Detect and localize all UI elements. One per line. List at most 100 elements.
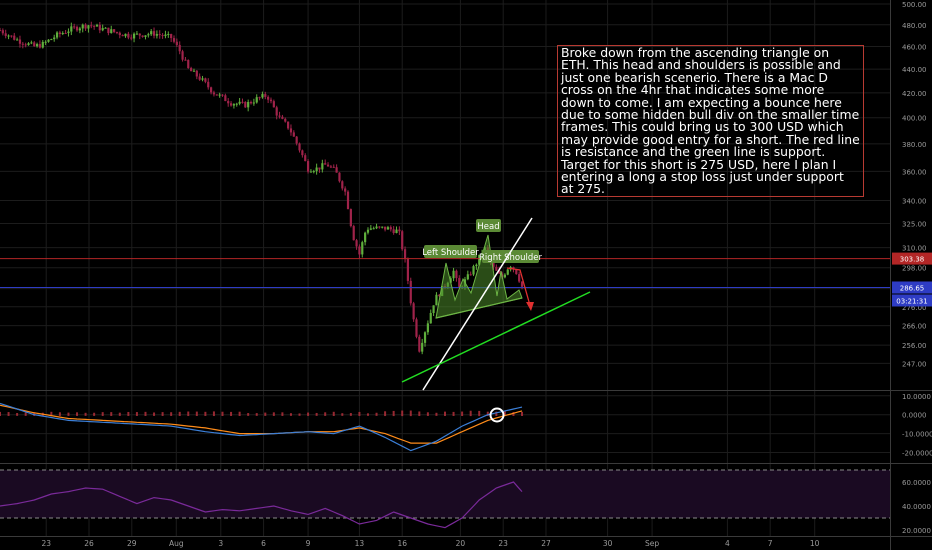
- head-label: Head: [477, 222, 499, 232]
- candle-body: [426, 323, 429, 333]
- candle-body: [30, 42, 33, 44]
- candle-body: [218, 94, 221, 96]
- candle-body: [435, 294, 438, 306]
- candle-body: [138, 33, 141, 36]
- macd-axis-tick-label: 0.0000: [902, 412, 927, 420]
- macd-histogram-bar: [127, 411, 130, 416]
- candle-body: [452, 270, 455, 279]
- candle-body: [421, 342, 424, 352]
- current-price-badge: 286.65: [900, 284, 925, 292]
- candle-body: [338, 172, 341, 182]
- candle-body: [406, 258, 410, 281]
- macd-histogram-bar: [144, 411, 147, 416]
- candle-body: [341, 181, 344, 189]
- candle-body: [144, 35, 147, 37]
- macd-histogram-bar: [392, 410, 395, 417]
- candle-body: [381, 226, 384, 228]
- price-axis-tick-label: 310.00: [902, 245, 927, 253]
- head-and-shoulders-pattern: [435, 234, 523, 319]
- candle-body: [401, 231, 404, 250]
- candle-body: [209, 87, 213, 93]
- candle-body: [1, 30, 4, 34]
- candle-body: [375, 226, 378, 229]
- macd-histogram-bar: [161, 412, 164, 416]
- macd-cross-marker: [489, 407, 505, 423]
- candle-body: [115, 31, 119, 33]
- candle-body: [18, 39, 22, 44]
- candle-body: [295, 136, 298, 144]
- price-axis-tick-label: 480.00: [902, 22, 927, 30]
- macd-histogram-bar: [289, 413, 292, 416]
- candle-body: [344, 188, 347, 192]
- price-axis-tick-label: 247.00: [902, 360, 927, 368]
- candle-body: [409, 280, 412, 304]
- macd-histogram-bar: [461, 411, 464, 417]
- rsi-axis-tick-label: 40.0000: [902, 503, 931, 511]
- price-axis-tick-label: 256.00: [902, 342, 927, 350]
- candle-body: [415, 319, 418, 337]
- macd-histogram-bar: [307, 412, 310, 416]
- macd-histogram-bar: [452, 411, 455, 416]
- macd-panel: [0, 402, 524, 452]
- candle-body: [298, 143, 301, 151]
- candle-body: [178, 44, 181, 52]
- candle-body: [318, 167, 321, 170]
- candle-body: [466, 274, 469, 280]
- candle-body: [232, 104, 236, 106]
- candle-body: [346, 191, 350, 210]
- macd-histogram-bar: [469, 410, 472, 417]
- candle-body: [321, 163, 324, 170]
- candle-body: [272, 101, 275, 108]
- drawings-overlay: Left Shoulder Head Right Shoulder: [401, 217, 591, 423]
- candle-body: [212, 92, 216, 95]
- price-axis-tick-label: 276.00: [902, 304, 927, 312]
- macd-histogram-bar: [93, 412, 96, 416]
- macd-histogram-bar: [0, 411, 1, 416]
- candle-body: [101, 28, 104, 31]
- current-price-badge-bg: [892, 281, 932, 294]
- price-axis-tick-label: 440.00: [902, 66, 927, 74]
- macd-histogram-bar: [212, 411, 215, 417]
- macd-histogram-bar: [486, 411, 489, 417]
- candle-body: [95, 24, 99, 27]
- candle-body: [73, 26, 76, 28]
- candle-body: [84, 24, 87, 29]
- rsi-axis-tick-label: 60.0000: [902, 479, 931, 487]
- candle-body: [190, 68, 193, 72]
- time-axis-tick-label: 6: [261, 539, 266, 548]
- price-axis-tick-label: 400.00: [902, 115, 927, 123]
- candle-body: [364, 232, 367, 243]
- candle-body: [170, 33, 173, 39]
- macd-histogram-bar: [324, 412, 327, 416]
- candle-body: [0, 30, 2, 32]
- candle-body: [16, 39, 19, 41]
- price-axis-tick-label: 380.00: [902, 141, 927, 149]
- macd-histogram-bar: [341, 413, 344, 416]
- candle-body: [287, 121, 290, 129]
- candle-body: [4, 33, 7, 36]
- price-axis-tick-label: 298.00: [902, 265, 927, 273]
- macd-histogram-bar: [435, 412, 438, 416]
- candle-body: [429, 312, 432, 324]
- candle-body: [150, 31, 153, 35]
- candle-body: [520, 281, 524, 287]
- macd-histogram-bar: [375, 412, 378, 416]
- macd-histogram-bar: [264, 412, 267, 416]
- right-shoulder-label-bg: [482, 250, 539, 263]
- price-axis-tick-label: 325.00: [902, 221, 927, 229]
- macd-histogram-bar: [7, 412, 10, 416]
- macd-histogram-bar: [118, 412, 121, 416]
- candle-body: [152, 31, 156, 36]
- candle-body: [247, 101, 250, 108]
- candle-body: [172, 38, 176, 42]
- head-label-bg: [476, 219, 501, 232]
- candle-body: [478, 254, 481, 265]
- macd-histogram-bar: [409, 410, 412, 417]
- candle-body: [13, 35, 16, 40]
- candle-body: [201, 78, 204, 80]
- macd-signal-line: [0, 404, 523, 444]
- candle-body: [349, 209, 352, 227]
